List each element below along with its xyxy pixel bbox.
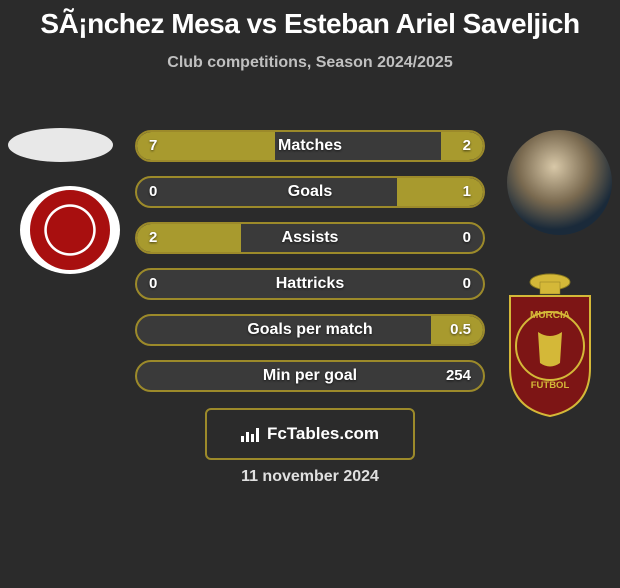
date-label: 11 november 2024	[0, 468, 620, 486]
club-logo-right: MURCIA FUTBOL	[500, 268, 600, 418]
stat-value-right: 2	[463, 132, 471, 160]
stat-row-goals: 0 Goals 1	[135, 176, 485, 208]
stat-label: Hattricks	[137, 270, 483, 298]
stat-label: Matches	[137, 132, 483, 160]
avatar-player-left	[8, 128, 113, 162]
stat-value-right: 0.5	[450, 316, 471, 344]
stat-value-right: 254	[446, 362, 471, 390]
chart-icon	[241, 426, 261, 442]
svg-text:MURCIA: MURCIA	[530, 310, 570, 321]
stat-value-right: 1	[463, 178, 471, 206]
stat-label: Goals per match	[137, 316, 483, 344]
stat-label: Min per goal	[137, 362, 483, 390]
brand-text: FcTables.com	[267, 424, 379, 444]
subtitle: Club competitions, Season 2024/2025	[0, 54, 620, 72]
stat-row-gpm: Goals per match 0.5	[135, 314, 485, 346]
stat-row-matches: 7 Matches 2	[135, 130, 485, 162]
stat-row-assists: 2 Assists 0	[135, 222, 485, 254]
page-title: SÃ¡nchez Mesa vs Esteban Ariel Saveljich	[0, 8, 620, 40]
svg-text:FUTBOL: FUTBOL	[531, 380, 570, 391]
club-logo-left	[20, 186, 120, 274]
brand-box: FcTables.com	[205, 408, 415, 460]
stat-label: Goals	[137, 178, 483, 206]
stat-row-hattricks: 0 Hattricks 0	[135, 268, 485, 300]
stat-row-mpg: Min per goal 254	[135, 360, 485, 392]
avatar-player-right	[507, 130, 612, 235]
stat-label: Assists	[137, 224, 483, 252]
stat-value-right: 0	[463, 224, 471, 252]
stat-value-right: 0	[463, 270, 471, 298]
stats-chart: 7 Matches 2 0 Goals 1 2 Assists 0 0 Hatt…	[135, 130, 485, 406]
